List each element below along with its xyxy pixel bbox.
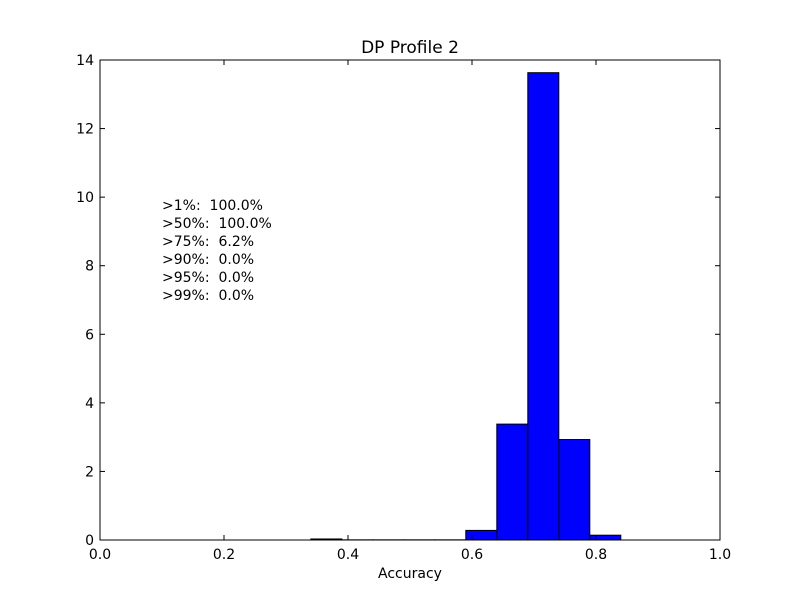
x-tick-label: 0.2 <box>213 547 235 563</box>
y-tick-label: 14 <box>76 53 94 69</box>
histogram-bar-5 <box>466 530 497 540</box>
stats-annotation-line: >95%: 0.0% <box>162 270 254 286</box>
y-tick-label: 2 <box>85 464 94 480</box>
x-tick-label: 1.0 <box>709 547 731 563</box>
stats-annotation-line: >90%: 0.0% <box>162 252 254 268</box>
stats-annotation-line: >50%: 100.0% <box>162 216 272 232</box>
histogram-bar-9 <box>590 535 621 540</box>
x-tick-label: 0.0 <box>89 547 111 563</box>
y-tick-label: 0 <box>85 533 94 549</box>
y-tick-label: 10 <box>76 190 94 206</box>
stats-annotation-line: >99%: 0.0% <box>162 288 254 304</box>
histogram-bar-6 <box>497 424 528 540</box>
stats-annotation-line: >1%: 100.0% <box>162 198 263 214</box>
x-tick-label: 0.4 <box>337 547 359 563</box>
stats-annotation-line: >75%: 6.2% <box>162 234 254 250</box>
y-tick-label: 12 <box>76 122 94 138</box>
y-tick-label: 6 <box>85 327 94 343</box>
x-tick-label: 0.8 <box>585 547 607 563</box>
y-tick-label: 8 <box>85 259 94 275</box>
histogram-bar-8 <box>559 440 590 540</box>
y-tick-label: 4 <box>85 396 94 412</box>
histogram-bar-7 <box>528 73 559 540</box>
x-axis-label: Accuracy <box>378 566 442 582</box>
x-tick-label: 0.6 <box>461 547 483 563</box>
chart-title: DP Profile 2 <box>361 38 459 58</box>
